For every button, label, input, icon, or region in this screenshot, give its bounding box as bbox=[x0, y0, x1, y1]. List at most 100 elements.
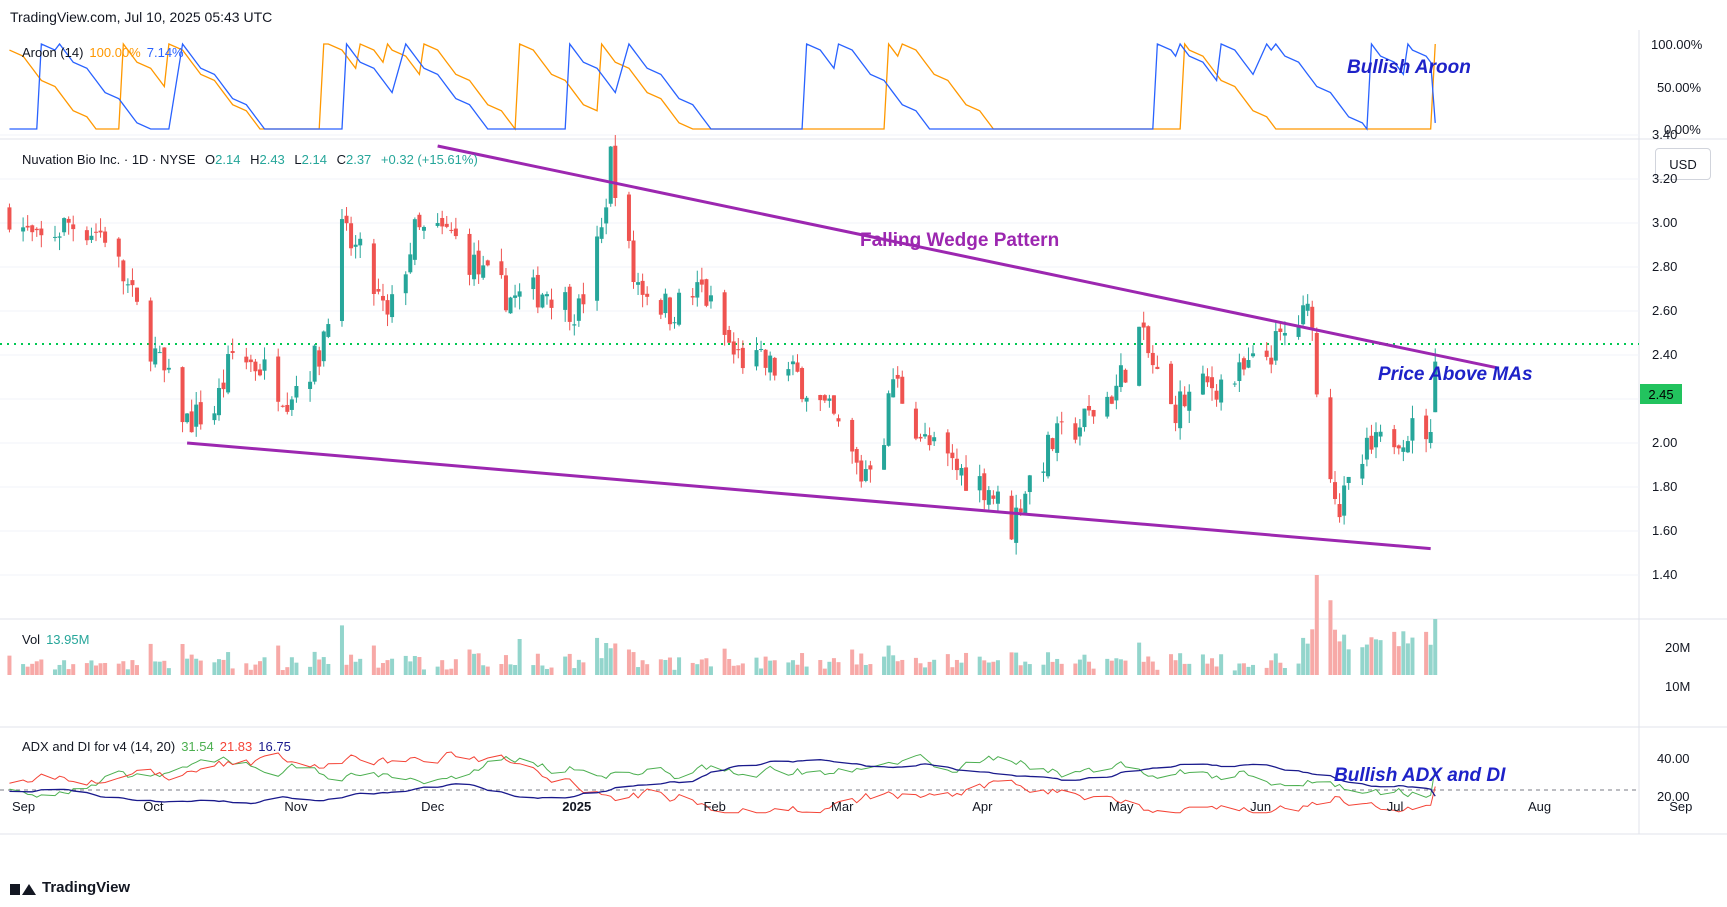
volume-bar bbox=[827, 661, 832, 675]
price-tick-label: 3.40 bbox=[1652, 127, 1678, 142]
volume-bar bbox=[358, 658, 363, 675]
volume-bar bbox=[1187, 663, 1192, 675]
volume-bar bbox=[7, 655, 12, 675]
volume-bar bbox=[285, 667, 290, 675]
price-tick-label: 2.40 bbox=[1652, 347, 1678, 362]
volume-bar bbox=[1364, 644, 1369, 675]
volume-bar bbox=[1282, 667, 1287, 675]
price-tick-label: 3.20 bbox=[1652, 171, 1678, 186]
candle-body bbox=[294, 386, 299, 398]
volume-bar bbox=[1114, 658, 1119, 675]
candle-body bbox=[21, 227, 26, 232]
volume-bar bbox=[599, 658, 604, 675]
volume-bar bbox=[699, 659, 704, 675]
candle-body bbox=[1428, 432, 1433, 443]
candle-body bbox=[599, 227, 604, 239]
volume-bar bbox=[166, 668, 171, 675]
aroon-indicator bbox=[9, 42, 1436, 131]
volume-bar bbox=[1374, 639, 1379, 675]
candle-body bbox=[317, 350, 322, 367]
aroon-up-value: 100.00% bbox=[89, 45, 141, 60]
volume-bar bbox=[667, 657, 672, 675]
candle-body bbox=[977, 476, 982, 491]
candle-body bbox=[221, 382, 226, 390]
candle-body bbox=[854, 449, 859, 463]
candle-body bbox=[563, 292, 568, 310]
candle-body bbox=[435, 223, 440, 226]
volume-bar bbox=[1200, 654, 1205, 675]
candle-body bbox=[467, 233, 472, 275]
candle-body bbox=[918, 436, 923, 439]
candle-body bbox=[863, 469, 868, 481]
volume-bar bbox=[1342, 634, 1347, 675]
volume-bar bbox=[1169, 654, 1174, 675]
volume-bar bbox=[1082, 654, 1087, 675]
candle-body bbox=[576, 298, 581, 321]
volume-bar bbox=[923, 667, 928, 675]
candle-body bbox=[326, 324, 331, 337]
open-value: 2.14 bbox=[215, 152, 241, 167]
candle-body bbox=[567, 286, 572, 322]
volume-bar bbox=[1023, 661, 1028, 675]
close-label: C bbox=[336, 152, 346, 167]
volume-bar bbox=[1182, 663, 1187, 675]
candle-body bbox=[995, 491, 1000, 504]
volume-bar bbox=[1237, 663, 1242, 675]
volume-bar bbox=[1050, 661, 1055, 675]
candle-body bbox=[257, 369, 262, 376]
candle-body bbox=[226, 354, 231, 393]
candle-body bbox=[1301, 305, 1306, 325]
volume-bar bbox=[704, 658, 709, 675]
time-tick-label: May bbox=[1108, 799, 1134, 814]
volume-bar bbox=[1018, 665, 1023, 675]
volume-bar bbox=[1014, 652, 1019, 675]
volume-bar bbox=[221, 659, 226, 675]
candle-body bbox=[408, 254, 413, 273]
volume-bar bbox=[1278, 662, 1283, 675]
volume-bar bbox=[1264, 667, 1269, 675]
volume-bar bbox=[836, 662, 841, 675]
candle-body bbox=[927, 435, 932, 446]
candle-body bbox=[1050, 438, 1055, 450]
candle-body bbox=[371, 243, 376, 295]
candle-body bbox=[1282, 332, 1287, 336]
volume-bar bbox=[125, 669, 130, 675]
volume-bar bbox=[1027, 664, 1032, 675]
volume-bar bbox=[212, 662, 217, 675]
volume-bar bbox=[1146, 656, 1151, 675]
candle-body bbox=[531, 277, 536, 290]
candle-body bbox=[1237, 362, 1242, 381]
volume-bar bbox=[863, 664, 868, 675]
candle-body bbox=[1396, 445, 1401, 449]
volume-bar bbox=[1046, 652, 1051, 675]
candle-body bbox=[831, 395, 836, 414]
time-tick-label: Oct bbox=[143, 799, 164, 814]
candle-body bbox=[121, 260, 126, 282]
volume-bar bbox=[1424, 631, 1429, 675]
tradingview-footer-logo[interactable]: TradingView bbox=[10, 879, 130, 896]
candle-body bbox=[276, 356, 281, 402]
volume-bar bbox=[1246, 666, 1251, 675]
adx-di-indicator bbox=[0, 751, 1639, 814]
candle-body bbox=[93, 231, 98, 233]
candle-body bbox=[891, 379, 896, 398]
price-tick-label: 1.40 bbox=[1652, 567, 1678, 582]
candle-body bbox=[540, 294, 545, 308]
candle-body bbox=[822, 395, 827, 401]
volume-bar bbox=[759, 668, 764, 675]
bullish-adx-annotation: Bullish ADX and DI bbox=[1334, 765, 1506, 786]
volume-bar bbox=[1428, 644, 1433, 675]
time-tick-label: Jun bbox=[1250, 799, 1272, 814]
wedge-upper-line bbox=[437, 144, 1500, 370]
volume-bar bbox=[1251, 664, 1256, 675]
volume-bar bbox=[1118, 659, 1123, 675]
candle-body bbox=[699, 279, 704, 285]
volume-bar bbox=[831, 658, 836, 675]
candle-body bbox=[1360, 463, 1365, 479]
candle-body bbox=[1105, 396, 1110, 417]
candle-body bbox=[1009, 495, 1014, 540]
candle-body bbox=[658, 300, 663, 315]
candle-body bbox=[499, 261, 504, 276]
currency-button[interactable]: USD bbox=[1655, 148, 1711, 180]
candle-body bbox=[1059, 421, 1064, 423]
